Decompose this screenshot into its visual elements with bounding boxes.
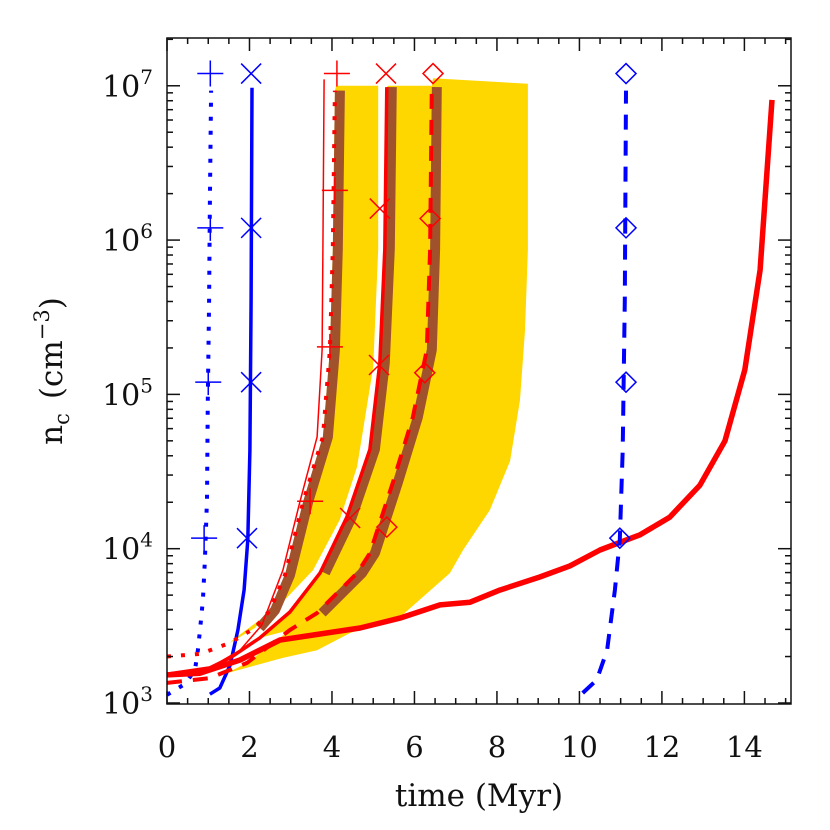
x-tick-label: 0 xyxy=(158,730,176,764)
markers-layer xyxy=(191,60,638,552)
y-tick-label: 103 xyxy=(102,682,153,722)
brown-edge-band-1 xyxy=(255,90,345,632)
y-axis-label-subscript: c xyxy=(50,413,74,425)
series-line-1-dotted xyxy=(167,90,214,697)
diamond-marker-6-2 xyxy=(413,361,436,384)
x-tick-label: 4 xyxy=(323,730,341,764)
y-tick-exponent: 6 xyxy=(140,219,153,243)
diamond-marker-6-1 xyxy=(375,516,398,539)
x-tick-label: 2 xyxy=(240,730,258,764)
diamond-marker-8-4 xyxy=(614,62,638,85)
cross-marker-5-2 xyxy=(368,354,390,376)
brown-edge-band-2 xyxy=(320,87,397,576)
diamond-marker-8-3 xyxy=(614,216,638,239)
x-tick-label: 10 xyxy=(561,730,598,764)
y-tick-exponent: 4 xyxy=(140,528,153,552)
plus-marker-1-3 xyxy=(197,214,224,241)
cross-marker-2-2 xyxy=(240,371,262,393)
y-axis-label-symbol: n xyxy=(34,425,70,445)
brown-edge-band-3 xyxy=(318,87,442,617)
plus-marker-4-4 xyxy=(323,60,350,87)
plot-frame xyxy=(166,37,792,705)
y-tick-exponent: 7 xyxy=(140,65,153,89)
diamond-marker-8-1 xyxy=(608,527,631,550)
y-tick-base: 10 xyxy=(102,533,140,568)
x-tick-label: 6 xyxy=(405,730,423,764)
series-line-2-solid xyxy=(208,87,254,696)
y-axis-label-close: ) xyxy=(34,297,70,309)
x-tick-label: 12 xyxy=(643,730,680,764)
diamond-marker-8-2 xyxy=(614,371,638,394)
plus-marker-1-4 xyxy=(197,60,224,87)
cross-marker-2-4 xyxy=(240,63,262,85)
plus-marker-1-2 xyxy=(195,369,222,396)
x-axis-label: time (Myr) xyxy=(395,778,563,814)
y-axis-label: nc (cm−3) xyxy=(30,297,74,445)
y-tick-exponent: 3 xyxy=(140,682,153,706)
y-tick-base: 10 xyxy=(102,378,140,413)
y-tick-label: 105 xyxy=(102,373,153,413)
y-axis-label-unit-exponent: −3 xyxy=(30,309,54,340)
series-line-6-dashed xyxy=(167,87,434,685)
plus-marker-1-1 xyxy=(191,525,218,552)
series-line-3-dotted xyxy=(167,90,337,659)
y-tick-base: 10 xyxy=(102,224,140,259)
y-tick-label: 106 xyxy=(102,219,153,259)
cross-marker-5-3 xyxy=(369,198,391,220)
cross-marker-2-1 xyxy=(236,527,258,549)
x-tick-label: 8 xyxy=(488,730,506,764)
cross-marker-5-4 xyxy=(375,63,397,85)
y-tick-label: 104 xyxy=(102,528,153,568)
uncertainty-band-3 xyxy=(226,78,528,674)
plus-marker-4-2 xyxy=(316,333,343,360)
edge-bands-layer xyxy=(255,87,442,632)
y-axis-label-unit: (cm xyxy=(34,340,70,399)
y-tick-base: 10 xyxy=(102,687,140,722)
cross-marker-2-3 xyxy=(240,217,262,239)
y-tick-label: 107 xyxy=(102,65,153,105)
diamond-marker-6-3 xyxy=(419,207,442,230)
series-line-8-dashed xyxy=(581,90,628,695)
plus-marker-4-1 xyxy=(297,488,324,515)
diamond-marker-6-4 xyxy=(421,62,445,85)
y-tick-base: 10 xyxy=(102,70,140,105)
cross-marker-5-1 xyxy=(339,507,361,529)
x-tick-label: 14 xyxy=(726,730,763,764)
series-lines-layer xyxy=(167,79,775,697)
plus-marker-4-3 xyxy=(321,177,348,204)
series-line-5-solid xyxy=(167,87,389,676)
y-tick-exponent: 5 xyxy=(140,373,153,397)
series-line-7-thick xyxy=(167,99,775,678)
